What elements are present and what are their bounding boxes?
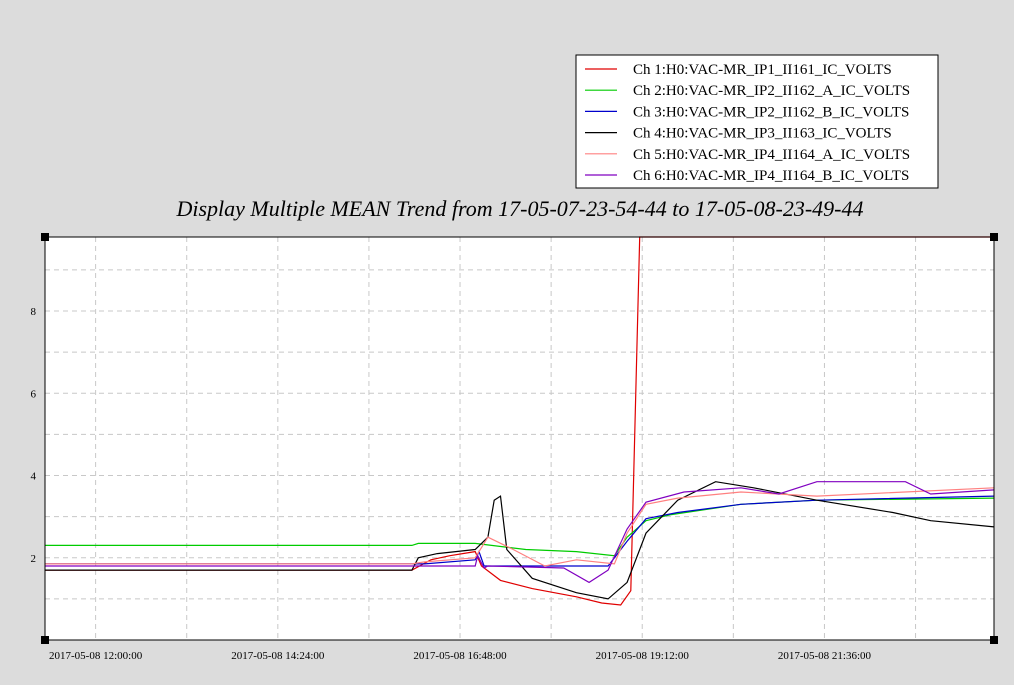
legend-label-ch2: Ch 2:H0:VAC-MR_IP2_II162_A_IC_VOLTS: [633, 83, 910, 99]
plot-frame: [44, 236, 995, 641]
x-axis: 2017-05-08 12:00:00 2017-05-08 14:24:00 20…: [49, 650, 872, 662]
series-line-ch4: [45, 481, 995, 600]
resize-handle-bottom-right[interactable]: [990, 636, 998, 644]
legend-box: [575, 54, 939, 189]
series-line-ch6: [45, 481, 995, 584]
resize-handle-bottom-left[interactable]: [41, 636, 49, 644]
y-tick-label: 8: [31, 306, 37, 318]
y-tick-label: 2: [31, 553, 37, 565]
x-tick-label: 2017-05-08 21:36:00: [778, 650, 872, 662]
legend-label-ch5: Ch 5:H0:VAC-MR_IP4_II164_A_IC_VOLTS: [633, 147, 910, 163]
series-line-ch5: [45, 487, 995, 567]
resize-handle-top-right[interactable]: [990, 233, 998, 241]
chart-title: Display Multiple MEAN Trend from 17-05-0…: [175, 196, 863, 221]
legend-label-ch4: Ch 4:H0:VAC-MR_IP3_II163_IC_VOLTS: [633, 126, 892, 142]
series-line-ch1: [45, 236, 994, 606]
legend-label-ch3: Ch 3:H0:VAC-MR_IP2_II162_B_IC_VOLTS: [633, 104, 909, 120]
series-layer: [45, 236, 995, 606]
legend: Ch 1:H0:VAC-MR_IP1_II161_IC_VOLTS Ch 2:H0…: [575, 54, 939, 189]
x-tick-label: 2017-05-08 14:24:00: [231, 650, 325, 662]
y-axis: 2 4 6 8: [31, 306, 37, 565]
x-tick-label: 2017-05-08 12:00:00: [49, 650, 143, 662]
series-line-ch3: [45, 495, 995, 567]
plot-area: [44, 236, 995, 641]
x-tick-label: 2017-05-08 16:48:00: [413, 650, 507, 662]
y-tick-label: 4: [31, 471, 37, 483]
resize-handle-top-left[interactable]: [41, 233, 49, 241]
x-tick-label: 2017-05-08 19:12:00: [596, 650, 690, 662]
grid: [45, 237, 994, 640]
legend-label-ch1: Ch 1:H0:VAC-MR_IP1_II161_IC_VOLTS: [633, 62, 892, 78]
y-tick-label: 6: [31, 388, 37, 400]
legend-label-ch6: Ch 6:H0:VAC-MR_IP4_II164_B_IC_VOLTS: [633, 168, 909, 184]
